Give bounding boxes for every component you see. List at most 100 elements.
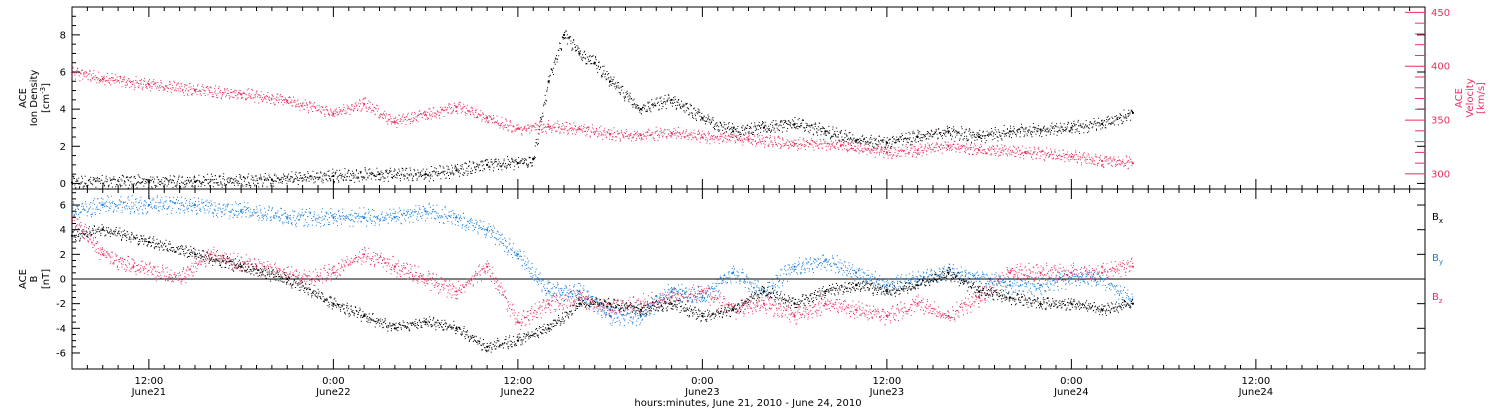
bz-series-point (363, 253, 366, 256)
b-axis-label: ACE B [nT] (18, 269, 52, 289)
velocity-series-point (393, 121, 396, 124)
bz-series-cloud (72, 214, 1134, 330)
velocity-series-cloud (71, 66, 1134, 170)
bx-series (70, 224, 1134, 353)
x-axis-title: hours:minutes, June 21, 2010 - June 24, … (634, 398, 861, 409)
density-tick-label: 8 (60, 30, 66, 41)
x-tick-time: 0:00 (322, 376, 344, 387)
bx-series-point (1101, 308, 1104, 311)
by-series-point (101, 203, 104, 207)
legend-bz: Bz (1432, 292, 1443, 305)
density-label-unit: [cm-3] (39, 83, 52, 113)
ion-density-series-point (793, 122, 796, 126)
bz-series-point (1101, 271, 1104, 274)
by-series-point (286, 216, 289, 219)
velocity-series (70, 66, 1134, 170)
x-tick-date: June24 (1053, 387, 1089, 398)
b-tick-label: -6 (56, 348, 66, 359)
bx-series-point (639, 308, 643, 311)
ion-density-series-point (732, 130, 735, 133)
velocity-tick-label: 450 (1431, 8, 1450, 19)
velocity-series-point (363, 102, 366, 105)
ion-density-series-point (978, 135, 981, 139)
bx-series-point (193, 253, 197, 256)
b-label-line1: ACE (18, 269, 29, 289)
density-axis-label: ACE Ion Density [cm-3] (18, 70, 52, 127)
legend-by: By (1432, 253, 1443, 266)
by-series-point (516, 253, 520, 256)
velocity-series-point (916, 149, 919, 152)
b-tick-label: -2 (56, 299, 66, 310)
x-tick-date: June22 (500, 387, 536, 398)
bx-series-point (286, 277, 289, 281)
x-tick-date: June23 (869, 387, 905, 398)
density-label-line2: Ion Density (29, 70, 40, 127)
x-tick-date: June21 (131, 387, 167, 398)
legend-bx: Bx (1432, 212, 1443, 225)
x-tick-date: June22 (315, 387, 351, 398)
by-series-point (1039, 284, 1042, 287)
bx-series-point (885, 290, 889, 293)
density-label-line1: ACE (18, 88, 29, 108)
x-tick-date: June23 (684, 387, 720, 398)
b-tick-label: -4 (56, 324, 66, 335)
density-tick-label: 4 (60, 105, 66, 116)
bz-series-point (101, 253, 104, 256)
ion-density-series-point (1008, 130, 1012, 133)
by-series-point (240, 210, 243, 213)
bz-series-point (486, 265, 489, 268)
velocity-axis-label: ACE Velocity [km/s] (1454, 78, 1487, 117)
by-series-point (147, 203, 150, 207)
b-tick-label: 0 (60, 275, 66, 286)
bx-series-point (578, 302, 581, 305)
field-legend: Bx By Bz (1432, 212, 1443, 305)
x-tick-time: 12:00 (1241, 376, 1270, 387)
bx-series-point (824, 290, 827, 293)
velocity-label-line2: Velocity (1465, 78, 1476, 117)
ion-density-series-point (1070, 126, 1073, 129)
ion-density-series-cloud (72, 30, 1134, 190)
by-series-point (332, 216, 335, 219)
ion-density-series (70, 30, 1134, 190)
bz-series-point (255, 265, 258, 268)
bx-series-cloud (71, 224, 1134, 353)
ion-density-series-point (762, 126, 766, 129)
by-series-point (193, 203, 197, 207)
ion-density-series-point (1101, 122, 1104, 126)
density-tick-label: 2 (60, 142, 66, 153)
bz-series-point (793, 314, 796, 318)
x-tick-time: 12:00 (872, 376, 901, 387)
bx-series-point (455, 327, 458, 330)
by-series-point (547, 290, 550, 293)
x-tick-time: 0:00 (691, 376, 713, 387)
b-tick-label: 2 (60, 250, 66, 261)
velocity-label-unit: [km/s] (1476, 82, 1487, 114)
bz-series-point (455, 290, 458, 293)
x-tick-time: 12:00 (134, 376, 163, 387)
velocity-series-point (639, 134, 643, 137)
by-series-cloud (72, 195, 1134, 327)
x-tick-time: 0:00 (1060, 376, 1082, 387)
velocity-tick-label: 400 (1431, 62, 1450, 73)
by-series-point (885, 284, 889, 287)
by-series-point (670, 290, 673, 293)
axes: 024683003504004506420-2-4-612:00June210:… (56, 7, 1450, 398)
velocity-label-line1: ACE (1454, 88, 1465, 108)
by-series-point (793, 265, 796, 268)
by-series (70, 195, 1134, 327)
ion-density-series-point (562, 33, 566, 37)
bz-series (70, 214, 1134, 330)
velocity-series-point (839, 144, 842, 147)
bx-series-point (978, 290, 981, 293)
bz-series-point (332, 271, 335, 274)
velocity-series-point (486, 116, 489, 119)
bottom-panel-data (70, 195, 1425, 353)
velocity-series-point (747, 138, 750, 141)
by-series-point (363, 216, 366, 219)
bx-series-point (1070, 302, 1073, 305)
b-tick-label: 4 (60, 225, 66, 236)
x-tick-time: 12:00 (503, 376, 532, 387)
bz-series-point (701, 290, 704, 293)
by-series-point (486, 228, 489, 231)
